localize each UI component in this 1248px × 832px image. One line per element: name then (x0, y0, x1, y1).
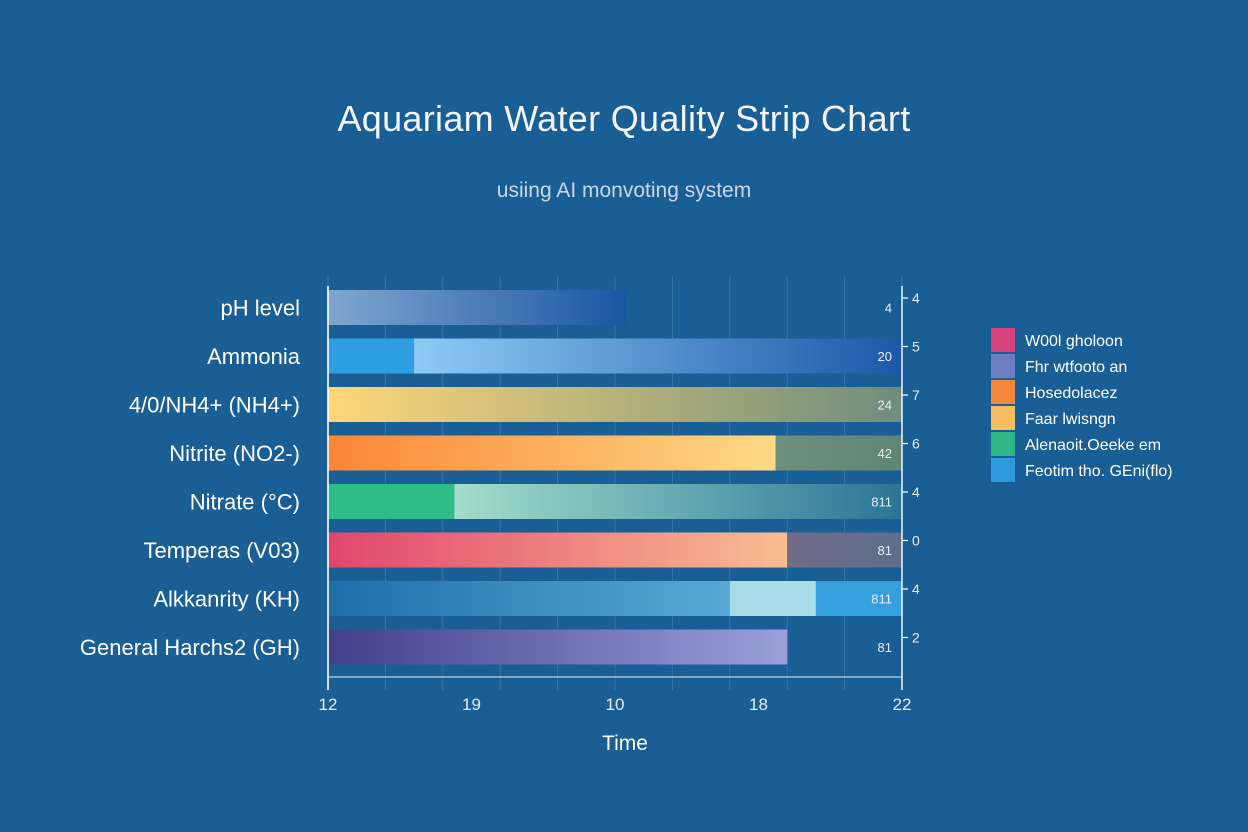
category-label: Temperas (V03) (143, 538, 300, 563)
legend-swatch (991, 380, 1015, 404)
category-label: 4/0/NH4+ (NH4+) (129, 393, 300, 418)
bar-end-label: 811 (871, 592, 892, 607)
legend-swatch (991, 458, 1015, 482)
x-tick-label: 18 (749, 695, 768, 714)
category-label: General Harchs2 (GH) (80, 635, 300, 660)
bar-segment (328, 532, 788, 568)
right-tick-label: 6 (912, 436, 920, 452)
right-tick-label: 5 (912, 339, 920, 355)
bar-segment (787, 532, 902, 568)
legend-label: W00l gholoon (1025, 333, 1123, 350)
bar-end-label: 24 (878, 398, 892, 413)
legend-label: Hosedolacez (1025, 385, 1118, 402)
right-tick-label: 4 (912, 484, 920, 500)
right-tick-label: 4 (912, 581, 920, 597)
chart-title: Aquariam Water Quality Strip Chart (337, 98, 911, 139)
x-tick-label: 10 (606, 695, 625, 714)
legend-label: Fhr wtfooto an (1025, 359, 1127, 376)
bar-end-label: 81 (878, 543, 892, 558)
legend-swatch (991, 406, 1015, 430)
bar-end-label: 81 (878, 640, 892, 655)
bar-segment (328, 484, 455, 519)
legend: W00l gholoon Fhr wtfooto an Hosedolacez Faa… (991, 328, 1173, 482)
x-axis-title: Time (602, 732, 648, 755)
category-label: Nitrate (°C) (190, 490, 300, 515)
x-tick-label: 19 (462, 695, 481, 714)
bar-segment (328, 387, 902, 422)
bar-segment (454, 484, 902, 519)
x-tick-label: 22 (893, 695, 912, 714)
bars-group (328, 290, 902, 665)
legend-label: Faar lwisngn (1025, 411, 1116, 428)
chart-subtitle: usiing AI monvoting system (496, 179, 752, 202)
axes-group (327, 286, 908, 690)
legend-label: Alenaoit.Oeeke em (1025, 437, 1161, 454)
grid-lines (327, 276, 903, 690)
bar-end-label: 4 (885, 301, 892, 316)
bar-segment (328, 338, 415, 374)
bar-segment (815, 581, 902, 616)
bar-end-label: 811 (871, 495, 892, 510)
category-label: pH level (221, 296, 300, 321)
right-tick-label: 7 (912, 387, 920, 403)
x-tick-label: 12 (319, 695, 338, 714)
right-tick-label: 0 (912, 533, 920, 549)
right-tick-label: 4 (912, 290, 920, 306)
legend-swatch (991, 354, 1015, 378)
bar-segment (328, 629, 788, 665)
bar-segment (328, 435, 776, 471)
category-label: Alkkanrity (KH) (153, 587, 300, 612)
legend-swatch (991, 328, 1015, 352)
right-tick-label: 2 (912, 630, 920, 646)
bar-segment (328, 581, 730, 616)
bar-segment (328, 290, 627, 325)
bar-segment (414, 338, 902, 374)
category-label: Nitrite (NO2-) (169, 441, 300, 466)
bar-segment (729, 581, 816, 616)
legend-swatch (991, 432, 1015, 456)
legend-label: Feotim tho. GEni(flo) (1025, 463, 1173, 480)
bar-end-label: 42 (878, 446, 892, 461)
bar-end-label: 20 (878, 349, 892, 364)
category-label: Ammonia (207, 344, 301, 369)
bar-segment (775, 435, 902, 471)
